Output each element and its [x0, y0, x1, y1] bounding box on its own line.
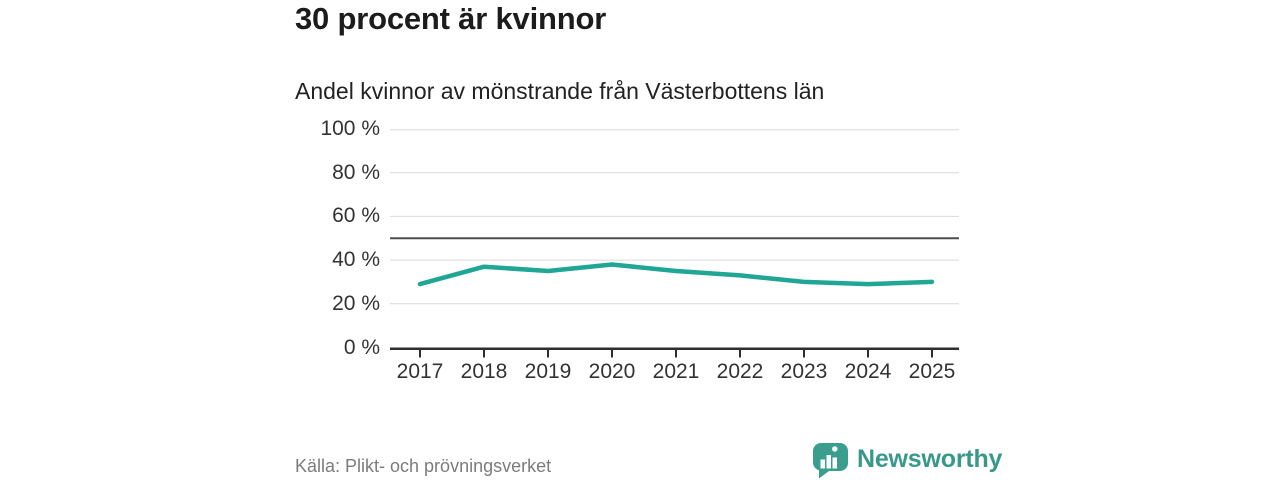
x-axis-tick-label: 2017: [396, 360, 444, 383]
x-axis-tick-label: 2025: [908, 360, 956, 383]
chart-subtitle: Andel kvinnor av mönstrande från Västerb…: [295, 78, 825, 104]
x-axis-tick-label: 2023: [780, 360, 828, 383]
source-caption: Källa: Plikt- och prövningsverket: [295, 456, 552, 476]
y-axis-tick-label: 20 %: [332, 291, 380, 315]
y-axis-tick-label: 40 %: [332, 248, 380, 272]
x-axis-tick-label: 2024: [844, 360, 892, 383]
x-axis-tick-label: 2018: [460, 360, 508, 383]
brand-logo: Newsworthy: [812, 442, 1002, 479]
x-axis-tick-label: 2020: [588, 360, 636, 383]
page-title: 30 procent är kvinnor: [295, 1, 607, 36]
newsworthy-logo-icon: [813, 443, 848, 479]
line-chart: [390, 129, 959, 358]
x-axis-tick-label: 2019: [524, 360, 572, 383]
y-axis-tick-label: 100 %: [320, 117, 380, 140]
x-axis-tick-label: 2022: [716, 360, 764, 383]
y-axis-tick-label: 60 %: [332, 204, 380, 228]
newsworthy-wordmark: Newsworthy: [857, 445, 1003, 473]
x-axis-tick-label: 2021: [652, 360, 700, 383]
y-axis-tick-label: 0 %: [343, 335, 380, 359]
y-axis-tick-label: 80 %: [332, 160, 380, 184]
data-line: [417, 262, 935, 287]
